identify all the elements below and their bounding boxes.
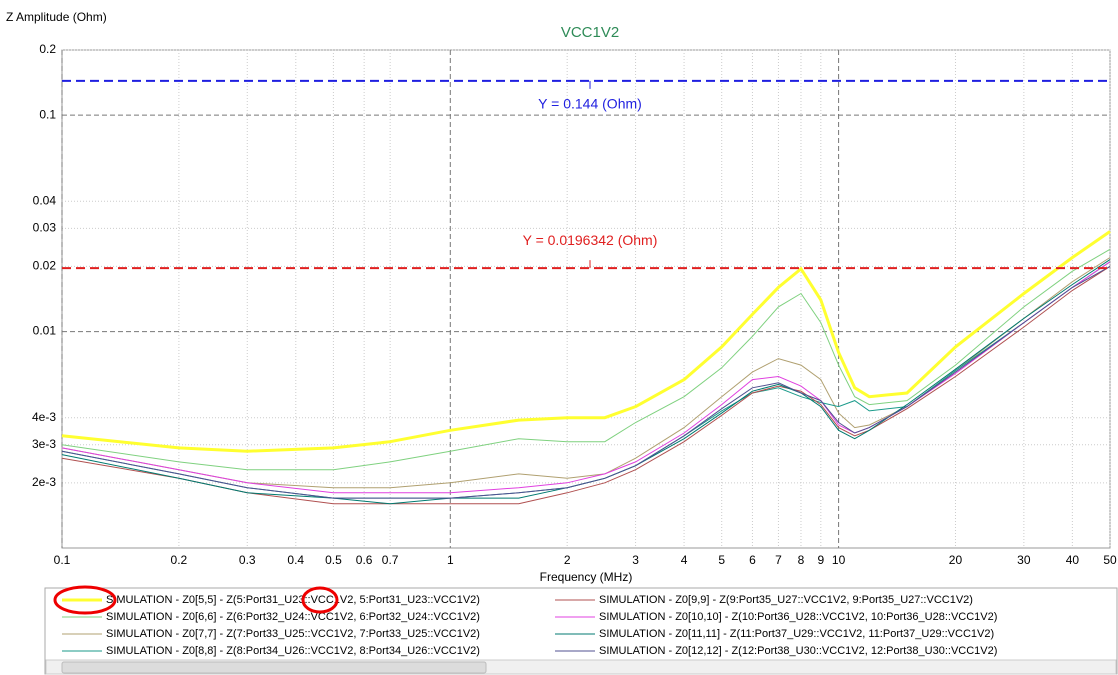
x-tick-label: 0.2 (171, 553, 188, 567)
legend-label: SIMULATION - Z0[7,7] - Z(7:Port33_U25::V… (106, 628, 480, 640)
y-tick-label: 0.04 (33, 193, 57, 207)
x-tick-label: 6 (749, 553, 756, 567)
legend-label: SIMULATION - Z0[10,10] - Z(10:Port36_U28… (599, 611, 997, 623)
x-tick-label: 0.3 (239, 553, 256, 567)
x-tick-label: 7 (775, 553, 782, 567)
legend-label: SIMULATION - Z0[9,9] - Z(9:Port35_U27::V… (599, 594, 973, 606)
y-tick-label: 4e-3 (32, 410, 56, 424)
x-tick-label: 0.5 (325, 553, 342, 567)
series-line (61, 265, 1111, 505)
x-axis-title: Frequency (MHz) (540, 570, 633, 584)
x-tick-label: 1 (447, 553, 454, 567)
y-tick-label: 0.2 (39, 42, 56, 56)
x-tick-label: 50 (1103, 553, 1117, 567)
x-tick-label: 0.7 (382, 553, 399, 567)
y-tick-label: 3e-3 (32, 437, 56, 451)
chart-title: VCC1V2 (561, 24, 619, 41)
series-line (61, 230, 1111, 453)
x-tick-label: 20 (949, 553, 963, 567)
y-axis-title: Z Amplitude (Ohm) (6, 10, 107, 24)
x-tick-label: 4 (681, 553, 688, 567)
y-tick-label: 2e-3 (32, 475, 56, 489)
scrollbar-thumb[interactable] (61, 661, 487, 674)
x-tick-label: 8 (798, 553, 805, 567)
x-tick-label: 0.1 (54, 553, 71, 567)
highlight-circle (53, 585, 117, 615)
x-tick-label: 3 (632, 553, 639, 567)
legend-label: SIMULATION - Z0[8,8] - Z(8:Port34_U26::V… (106, 645, 480, 657)
y-tick-label: 0.01 (33, 324, 57, 338)
series-line (61, 259, 1111, 505)
x-tick-label: 0.6 (356, 553, 373, 567)
x-tick-label: 9 (817, 553, 824, 567)
x-tick-label: 2 (564, 553, 571, 567)
y-tick-label: 0.03 (33, 220, 57, 234)
series-line (61, 248, 1111, 471)
legend-label: SIMULATION - Z0[12,12] - Z(12:Port38_U30… (599, 645, 997, 657)
legend-label: SIMULATION - Z0[5,5] - Z(5:Port31_U23::V… (106, 594, 480, 606)
series-line (61, 265, 1111, 499)
x-tick-label: 0.4 (287, 553, 304, 567)
x-tick-label: 40 (1066, 553, 1080, 567)
x-tick-label: 30 (1017, 553, 1031, 567)
x-tick-label: 5 (718, 553, 725, 567)
legend-label: SIMULATION - Z0[6,6] - Z(6:Port32_U24::V… (106, 611, 480, 623)
highlight-circle (301, 586, 339, 614)
legend: SIMULATION - Z0[5,5] - Z(5:Port31_U23::V… (62, 594, 997, 657)
x-tick-label: 10 (832, 553, 846, 567)
marker-label: Y = 0.144 (Ohm) (538, 96, 642, 112)
y-tick-label: 0.02 (33, 259, 57, 273)
marker-label: Y = 0.0196342 (Ohm) (523, 232, 658, 248)
y-tick-label: 0.1 (39, 107, 56, 121)
legend-label: SIMULATION - Z0[11,11] - Z(11:Port37_U29… (599, 628, 994, 640)
